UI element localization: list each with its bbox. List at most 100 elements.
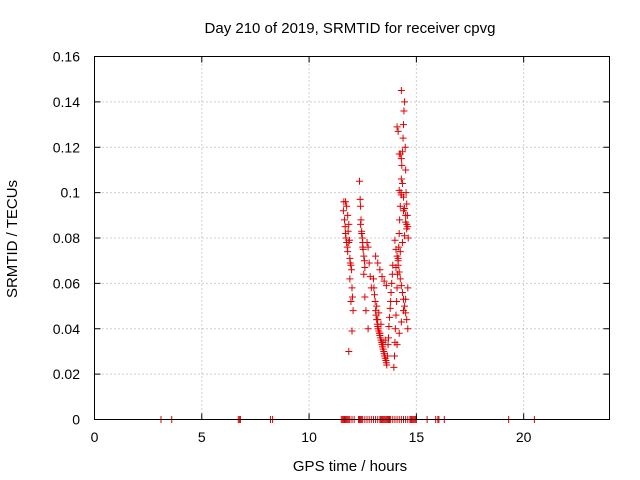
- data-point: [398, 288, 406, 296]
- data-point: [404, 284, 412, 292]
- data-point: [364, 243, 372, 251]
- ticks: 0 5 10 15 20 0 0.02 0.04 0.06 0.08 0.1 0.12 0.14 0.16: [53, 49, 610, 445]
- data-point: [383, 361, 391, 369]
- data-point: [357, 202, 365, 210]
- y-tick-label: 0.16: [53, 49, 80, 65]
- data-point: [402, 218, 410, 226]
- data-point: [358, 229, 366, 237]
- data-point: [392, 263, 400, 271]
- plot-frame: [94, 56, 610, 420]
- x-tick-label: 5: [198, 429, 206, 445]
- data-point: [356, 195, 364, 203]
- data-point: [371, 291, 379, 299]
- x-tick-label: 0: [91, 429, 99, 445]
- y-tick-label: 0: [72, 412, 80, 428]
- data-point: [392, 311, 400, 319]
- data-point: [393, 298, 401, 306]
- x-tick-label: 20: [516, 429, 532, 445]
- data-point: [344, 227, 352, 235]
- data-point: [369, 275, 377, 283]
- data-point: [345, 239, 353, 247]
- data-point: [396, 150, 404, 158]
- data-point: [395, 268, 403, 276]
- data-point: [364, 325, 372, 333]
- data-point: [402, 211, 410, 219]
- data-point: [398, 161, 406, 169]
- data-point: [387, 298, 395, 306]
- data-point: [396, 248, 404, 256]
- data-point: [395, 329, 403, 337]
- data-point: [360, 270, 368, 278]
- y-tick-label: 0.14: [53, 94, 80, 110]
- data-point: [393, 123, 401, 131]
- data-point: [403, 316, 411, 324]
- data-point: [345, 347, 353, 355]
- data-point: [397, 318, 405, 326]
- data-point: [396, 275, 404, 283]
- data-point: [392, 245, 400, 253]
- data-point: [400, 307, 407, 315]
- data-point: [360, 257, 368, 265]
- data-point: [382, 282, 390, 290]
- data-point: [402, 295, 410, 303]
- y-tick-label: 0.1: [61, 185, 81, 201]
- data-point: [401, 98, 409, 106]
- data-point: [346, 275, 354, 283]
- grid: [94, 56, 610, 420]
- data-point: [397, 175, 405, 183]
- data-point: [390, 363, 398, 371]
- data-point: [383, 352, 391, 360]
- data-point: [356, 177, 364, 185]
- y-tick-label: 0.08: [53, 230, 80, 246]
- data-point: [347, 298, 355, 306]
- data-point: [386, 304, 394, 312]
- data-point: [393, 284, 401, 292]
- data-point: [348, 293, 356, 301]
- data-point: [400, 121, 407, 129]
- data-point: [342, 198, 350, 206]
- data-point: [397, 282, 405, 290]
- data-point: [398, 180, 406, 188]
- data-point: [371, 298, 379, 306]
- data-point: [376, 329, 384, 337]
- data-point: [381, 336, 389, 344]
- data-point: [388, 279, 396, 287]
- data-point: [340, 216, 348, 224]
- data-point: [361, 293, 369, 301]
- data-point: [348, 284, 356, 292]
- data-point: [377, 320, 385, 328]
- data-point: [400, 107, 408, 115]
- data-point: [373, 302, 381, 310]
- data-point: [387, 288, 395, 296]
- data-point: [339, 207, 347, 215]
- data-point: [348, 266, 356, 274]
- x-tick-label: 10: [301, 429, 317, 445]
- data-point: [402, 189, 410, 197]
- data-point: [391, 236, 399, 244]
- data-point: [390, 352, 398, 360]
- data-point: [401, 232, 409, 240]
- data-point: [401, 302, 409, 310]
- data-point: [365, 259, 373, 267]
- data-point: [362, 307, 370, 315]
- y-axis-label: SRMTID / TECUs: [4, 180, 21, 298]
- data-point: [404, 234, 412, 242]
- data-point: [343, 202, 351, 210]
- data-point: [403, 225, 411, 233]
- data-point: [345, 220, 353, 228]
- points: [157, 87, 538, 423]
- y-tick-label: 0.04: [53, 321, 80, 337]
- x-tick-label: 15: [409, 429, 425, 445]
- data-point: [386, 313, 394, 321]
- data-point: [393, 341, 401, 349]
- data-point: [347, 261, 355, 269]
- data-point: [384, 341, 392, 349]
- data-point: [391, 325, 399, 333]
- data-point: [370, 284, 378, 292]
- y-tick-label: 0.06: [53, 275, 80, 291]
- data-point: [395, 229, 403, 237]
- data-point: [397, 155, 405, 163]
- data-point: [341, 223, 349, 231]
- data-point: [394, 127, 402, 135]
- data-point: [380, 277, 388, 285]
